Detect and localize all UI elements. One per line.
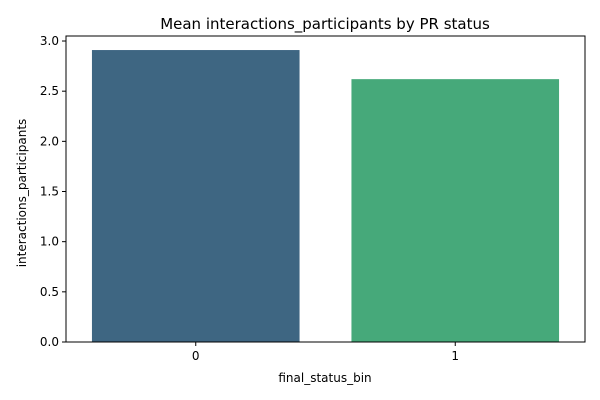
y-tick-label: 1.0 <box>40 235 59 249</box>
y-tick-label: 2.5 <box>40 84 59 98</box>
bar-0 <box>91 50 300 343</box>
y-axis-label: interactions_participants <box>15 119 29 268</box>
y-tick-label: 0.0 <box>40 335 59 349</box>
y-tick-label: 2.0 <box>40 134 59 148</box>
y-tick-label: 1.5 <box>40 185 59 199</box>
axes-frame <box>65 35 586 343</box>
y-axis: 0.0 0.5 1.0 1.5 2.0 2.5 3.0 <box>40 34 66 349</box>
y-tick-label: 0.5 <box>40 285 59 299</box>
bar-1 <box>351 79 560 342</box>
x-tick-label: 1 <box>451 349 459 363</box>
x-tick-label: 0 <box>192 349 200 363</box>
x-axis-label: final_status_bin <box>278 371 371 385</box>
chart-title: Mean interactions_participants by PR sta… <box>160 15 490 34</box>
plot-frame <box>65 35 586 343</box>
bars-group <box>91 50 560 343</box>
y-tick-label: 3.0 <box>40 34 59 48</box>
